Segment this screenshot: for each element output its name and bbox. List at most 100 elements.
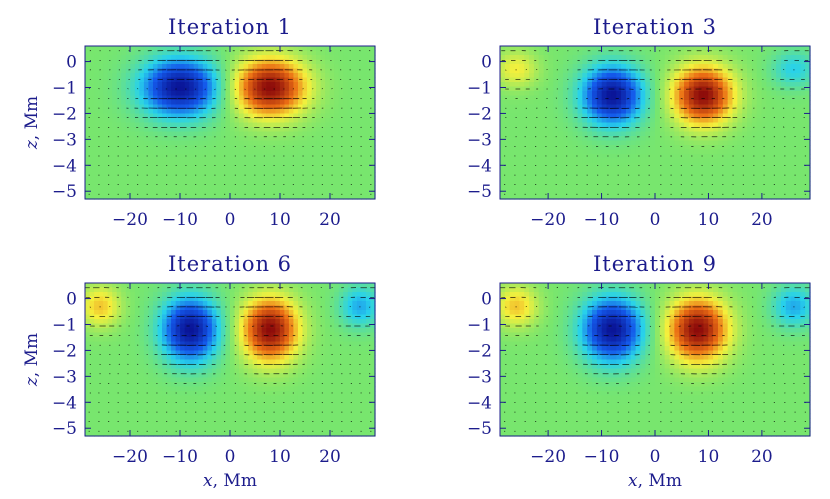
heatmap-cell <box>684 77 690 83</box>
heatmap-cell <box>543 140 550 146</box>
heatmap-cell <box>601 185 608 191</box>
heatmap-cell <box>89 140 95 146</box>
heatmap-cell <box>790 91 797 97</box>
heatmap-cell <box>582 131 588 137</box>
heatmap-cell <box>134 46 140 52</box>
heatmap-cell <box>148 109 154 115</box>
heatmap-cell <box>717 194 724 200</box>
heatmap-cell <box>184 136 190 142</box>
heatmap-cell <box>361 68 367 74</box>
heatmap-cell <box>166 100 172 106</box>
heatmap-cell <box>361 113 367 119</box>
heatmap-cell <box>252 91 258 97</box>
heatmap-cell <box>134 140 140 146</box>
heatmap-cell <box>761 185 767 191</box>
heatmap-cell <box>664 64 671 70</box>
heatmap-cell <box>553 46 559 52</box>
heatmap-cell <box>257 77 263 83</box>
heatmap-cell <box>659 145 666 151</box>
heatmap-cell <box>713 145 719 151</box>
heatmap-cell <box>558 46 564 52</box>
heatmap-cell <box>698 167 705 173</box>
heatmap-cell <box>693 73 700 79</box>
heatmap-cell <box>713 113 719 119</box>
heatmap-cell <box>742 145 748 151</box>
heatmap-cell <box>703 95 709 101</box>
heatmap-cell <box>288 91 295 97</box>
heatmap-cell <box>320 122 326 128</box>
heatmap-cell <box>679 145 685 151</box>
heatmap-cell <box>189 194 195 200</box>
heatmap-cell <box>316 140 322 146</box>
heatmap-cell <box>175 77 181 83</box>
heatmap-cell <box>742 176 748 182</box>
heatmap-cell <box>365 104 372 110</box>
heatmap-cell <box>134 185 140 191</box>
heatmap-cell <box>524 73 530 79</box>
heatmap-cell <box>130 104 136 110</box>
heatmap-cell <box>184 73 190 79</box>
heatmap-cell <box>116 100 122 106</box>
heatmap-cell <box>747 82 753 88</box>
heatmap-cell <box>747 163 753 169</box>
heatmap-cell <box>370 68 376 74</box>
heatmap-cell <box>338 100 344 106</box>
heatmap-cell <box>635 158 642 164</box>
heatmap-cell <box>85 113 91 119</box>
heatmap-cell <box>175 140 181 146</box>
heatmap-cell <box>538 190 545 196</box>
heatmap-cell <box>645 91 651 97</box>
heatmap-cell <box>611 136 617 142</box>
heatmap-cell <box>625 113 632 119</box>
heatmap-cell <box>98 59 104 65</box>
heatmap-cell <box>664 55 671 61</box>
heatmap-cell <box>572 73 579 79</box>
heatmap-cell <box>548 122 554 128</box>
heatmap-cell <box>220 136 227 142</box>
heatmap-cell <box>225 68 231 74</box>
heatmap-cell <box>216 73 222 79</box>
heatmap-cell <box>761 46 767 52</box>
heatmap-cell <box>143 68 150 74</box>
heatmap-cell <box>747 86 753 92</box>
heatmap-cell <box>650 64 656 70</box>
heatmap-cell <box>275 50 281 56</box>
heatmap-cell <box>577 172 583 178</box>
heatmap-cell <box>596 55 603 61</box>
heatmap-cell <box>592 113 598 119</box>
heatmap-cell <box>751 68 758 74</box>
heatmap-cell <box>257 167 263 173</box>
heatmap-cell <box>320 163 326 169</box>
heatmap-cell <box>279 109 285 115</box>
heatmap-cell <box>316 158 322 164</box>
heatmap-cell <box>742 140 748 146</box>
heatmap-cell <box>785 176 792 182</box>
heatmap-cell <box>795 158 801 164</box>
heatmap-cell <box>606 91 612 97</box>
heatmap-cell <box>234 64 240 70</box>
heatmap-cell <box>284 50 290 56</box>
heatmap-cell <box>529 158 535 164</box>
heatmap-cell <box>297 109 304 115</box>
heatmap-cell <box>717 167 724 173</box>
heatmap-cell <box>284 55 290 61</box>
heatmap-cell <box>225 82 231 88</box>
heatmap-cell <box>771 73 777 79</box>
heatmap-cell <box>737 95 743 101</box>
heatmap-cell <box>742 154 748 160</box>
heatmap-cell <box>130 122 136 128</box>
heatmap-cell <box>257 190 263 196</box>
heatmap-cell <box>659 104 666 110</box>
heatmap-cell <box>98 55 104 61</box>
heatmap-cell <box>519 190 525 196</box>
heatmap-cell <box>152 95 159 101</box>
heatmap-cell <box>577 167 583 173</box>
heatmap-cell <box>311 113 317 119</box>
heatmap-cell <box>587 95 593 101</box>
heatmap-cell <box>139 176 145 182</box>
heatmap-cell <box>293 167 299 173</box>
heatmap-cell <box>121 140 127 146</box>
heatmap-cell <box>679 118 685 124</box>
heatmap-cell <box>611 172 617 178</box>
heatmap-cell <box>611 100 617 106</box>
